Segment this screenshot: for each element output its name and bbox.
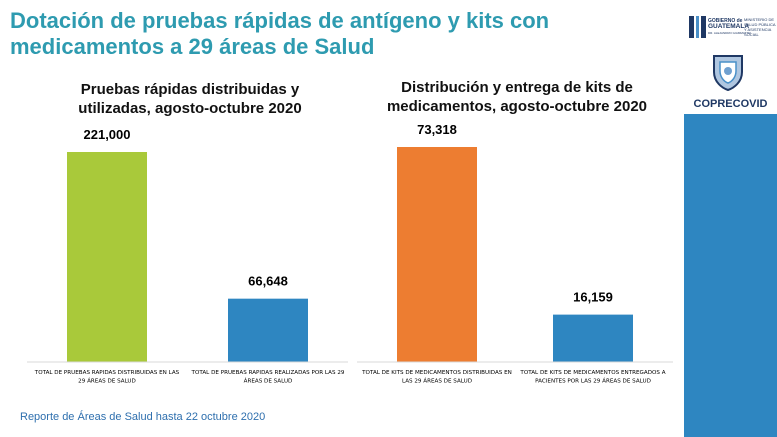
chart-title-pruebas: Pruebas rápidas distribuidas y utilizada… (78, 81, 302, 117)
bar-1-0 (397, 147, 477, 362)
category-label-1-0: TOTAL DE KITS DE MEDICAMENTOS DISTRIBUID… (361, 370, 512, 385)
data-label-1-1: 16,159 (573, 290, 613, 305)
page-title: Dotación de pruebas rápidas de antígeno … (10, 8, 550, 59)
chart-title-kits: Distribución y entrega de kits de medica… (386, 79, 648, 115)
bar-1-1 (553, 314, 633, 362)
gobierno-logo-text: GOBIERNO de GUATEMALA DR. ALEJANDRO GIAM… (708, 18, 752, 35)
data-label-1-0: 73,318 (417, 122, 457, 137)
bar-charts: 221,000 TOTAL DE PRUEBAS RAPIDAS DISTRIBU… (27, 122, 673, 385)
ministerio-logo-text: MINISTERIO DE SALUD PÚBLICA Y ASISTENCIA… (744, 17, 776, 37)
bar-0-0 (67, 152, 147, 362)
coprecovid-label: COPRECOVID (693, 98, 768, 110)
coprecovid-shield-icon (713, 55, 743, 92)
data-label-0-0: 221,000 (84, 127, 131, 142)
footer-note: Reporte de Áreas de Salud hasta 22 octub… (20, 411, 266, 423)
data-label-0-1: 66,648 (248, 274, 288, 289)
category-label-0-0: TOTAL DE PRUEBAS RAPIDAS DISTRIBUIDAS EN… (34, 370, 180, 385)
category-label-0-1: TOTAL DE PRUEBAS RAPIDAS REALIZADAS POR … (191, 370, 345, 385)
bar-0-1 (228, 298, 308, 362)
guatemala-flag-icon (689, 16, 706, 38)
category-label-1-1: TOTAL DE KITS DE MEDICAMENTOS ENTREGADOS… (519, 370, 665, 385)
